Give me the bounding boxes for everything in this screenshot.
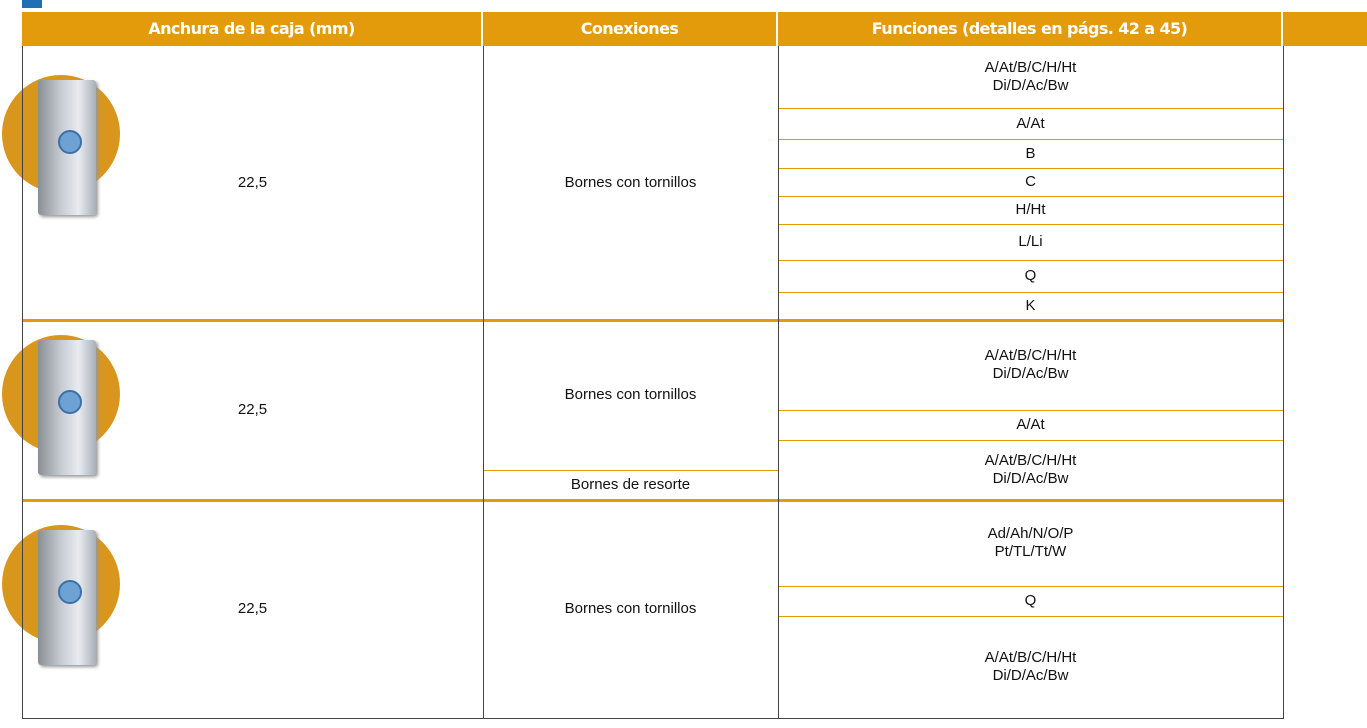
function-cell: Ad/Ah/N/O/P Pt/TL/Tt/W (987, 525, 1074, 560)
function-cell: A/At (1016, 416, 1045, 433)
header-cell (1283, 12, 1367, 46)
function-cell: A/At (1016, 114, 1045, 132)
connection-cell: Bornes con tornillos (564, 600, 697, 617)
separator (778, 139, 1283, 140)
function-cell: A/At/B/C/H/Ht Di/D/Ac/Bw (984, 452, 1077, 487)
column-border (483, 46, 484, 718)
group-separator (22, 319, 1283, 322)
width-cell: 22,5 (237, 174, 268, 191)
separator (778, 260, 1283, 261)
separator (778, 440, 1283, 441)
header-cell: Anchura de la caja (mm) (22, 12, 481, 46)
separator (483, 470, 778, 471)
separator (778, 196, 1283, 197)
separator (778, 108, 1283, 109)
product-dial (58, 130, 82, 154)
separator (778, 292, 1283, 293)
function-cell: Q (1024, 592, 1037, 609)
function-cell: H/Ht (1015, 201, 1046, 218)
header-cell: Conexiones (483, 12, 776, 46)
function-cell: L/Li (1018, 233, 1043, 250)
column-border (1283, 46, 1284, 718)
column-border (778, 46, 779, 718)
separator (778, 616, 1283, 617)
connection-cell: Bornes con tornillos (564, 174, 697, 191)
function-cell: A/At/B/C/H/Ht Di/D/Ac/Bw (984, 649, 1077, 684)
connection-cell: Bornes de resorte (570, 476, 691, 493)
header-cell: Funciones (detalles en págs. 42 a 45) (778, 12, 1281, 46)
function-cell: K (1025, 297, 1036, 314)
product-dial (58, 580, 82, 604)
function-cell: A/At/B/C/H/Ht Di/D/Ac/Bw (984, 59, 1077, 94)
group-separator (22, 499, 1283, 502)
column-border (22, 46, 23, 718)
bottom-border (22, 718, 1284, 719)
function-cell: Q (1024, 267, 1037, 284)
separator (778, 168, 1283, 169)
product-dial (58, 390, 82, 414)
width-cell: 22,5 (237, 401, 268, 418)
separator (778, 410, 1283, 411)
function-cell: C (1025, 173, 1036, 190)
separator (778, 224, 1283, 225)
connection-cell: Bornes con tornillos (564, 386, 697, 403)
title-fragment (22, 0, 42, 8)
separator (778, 586, 1283, 587)
width-cell: 22,5 (237, 600, 268, 617)
function-cell: B (1025, 144, 1036, 162)
function-cell: A/At/B/C/H/Ht Di/D/Ac/Bw (984, 347, 1077, 382)
